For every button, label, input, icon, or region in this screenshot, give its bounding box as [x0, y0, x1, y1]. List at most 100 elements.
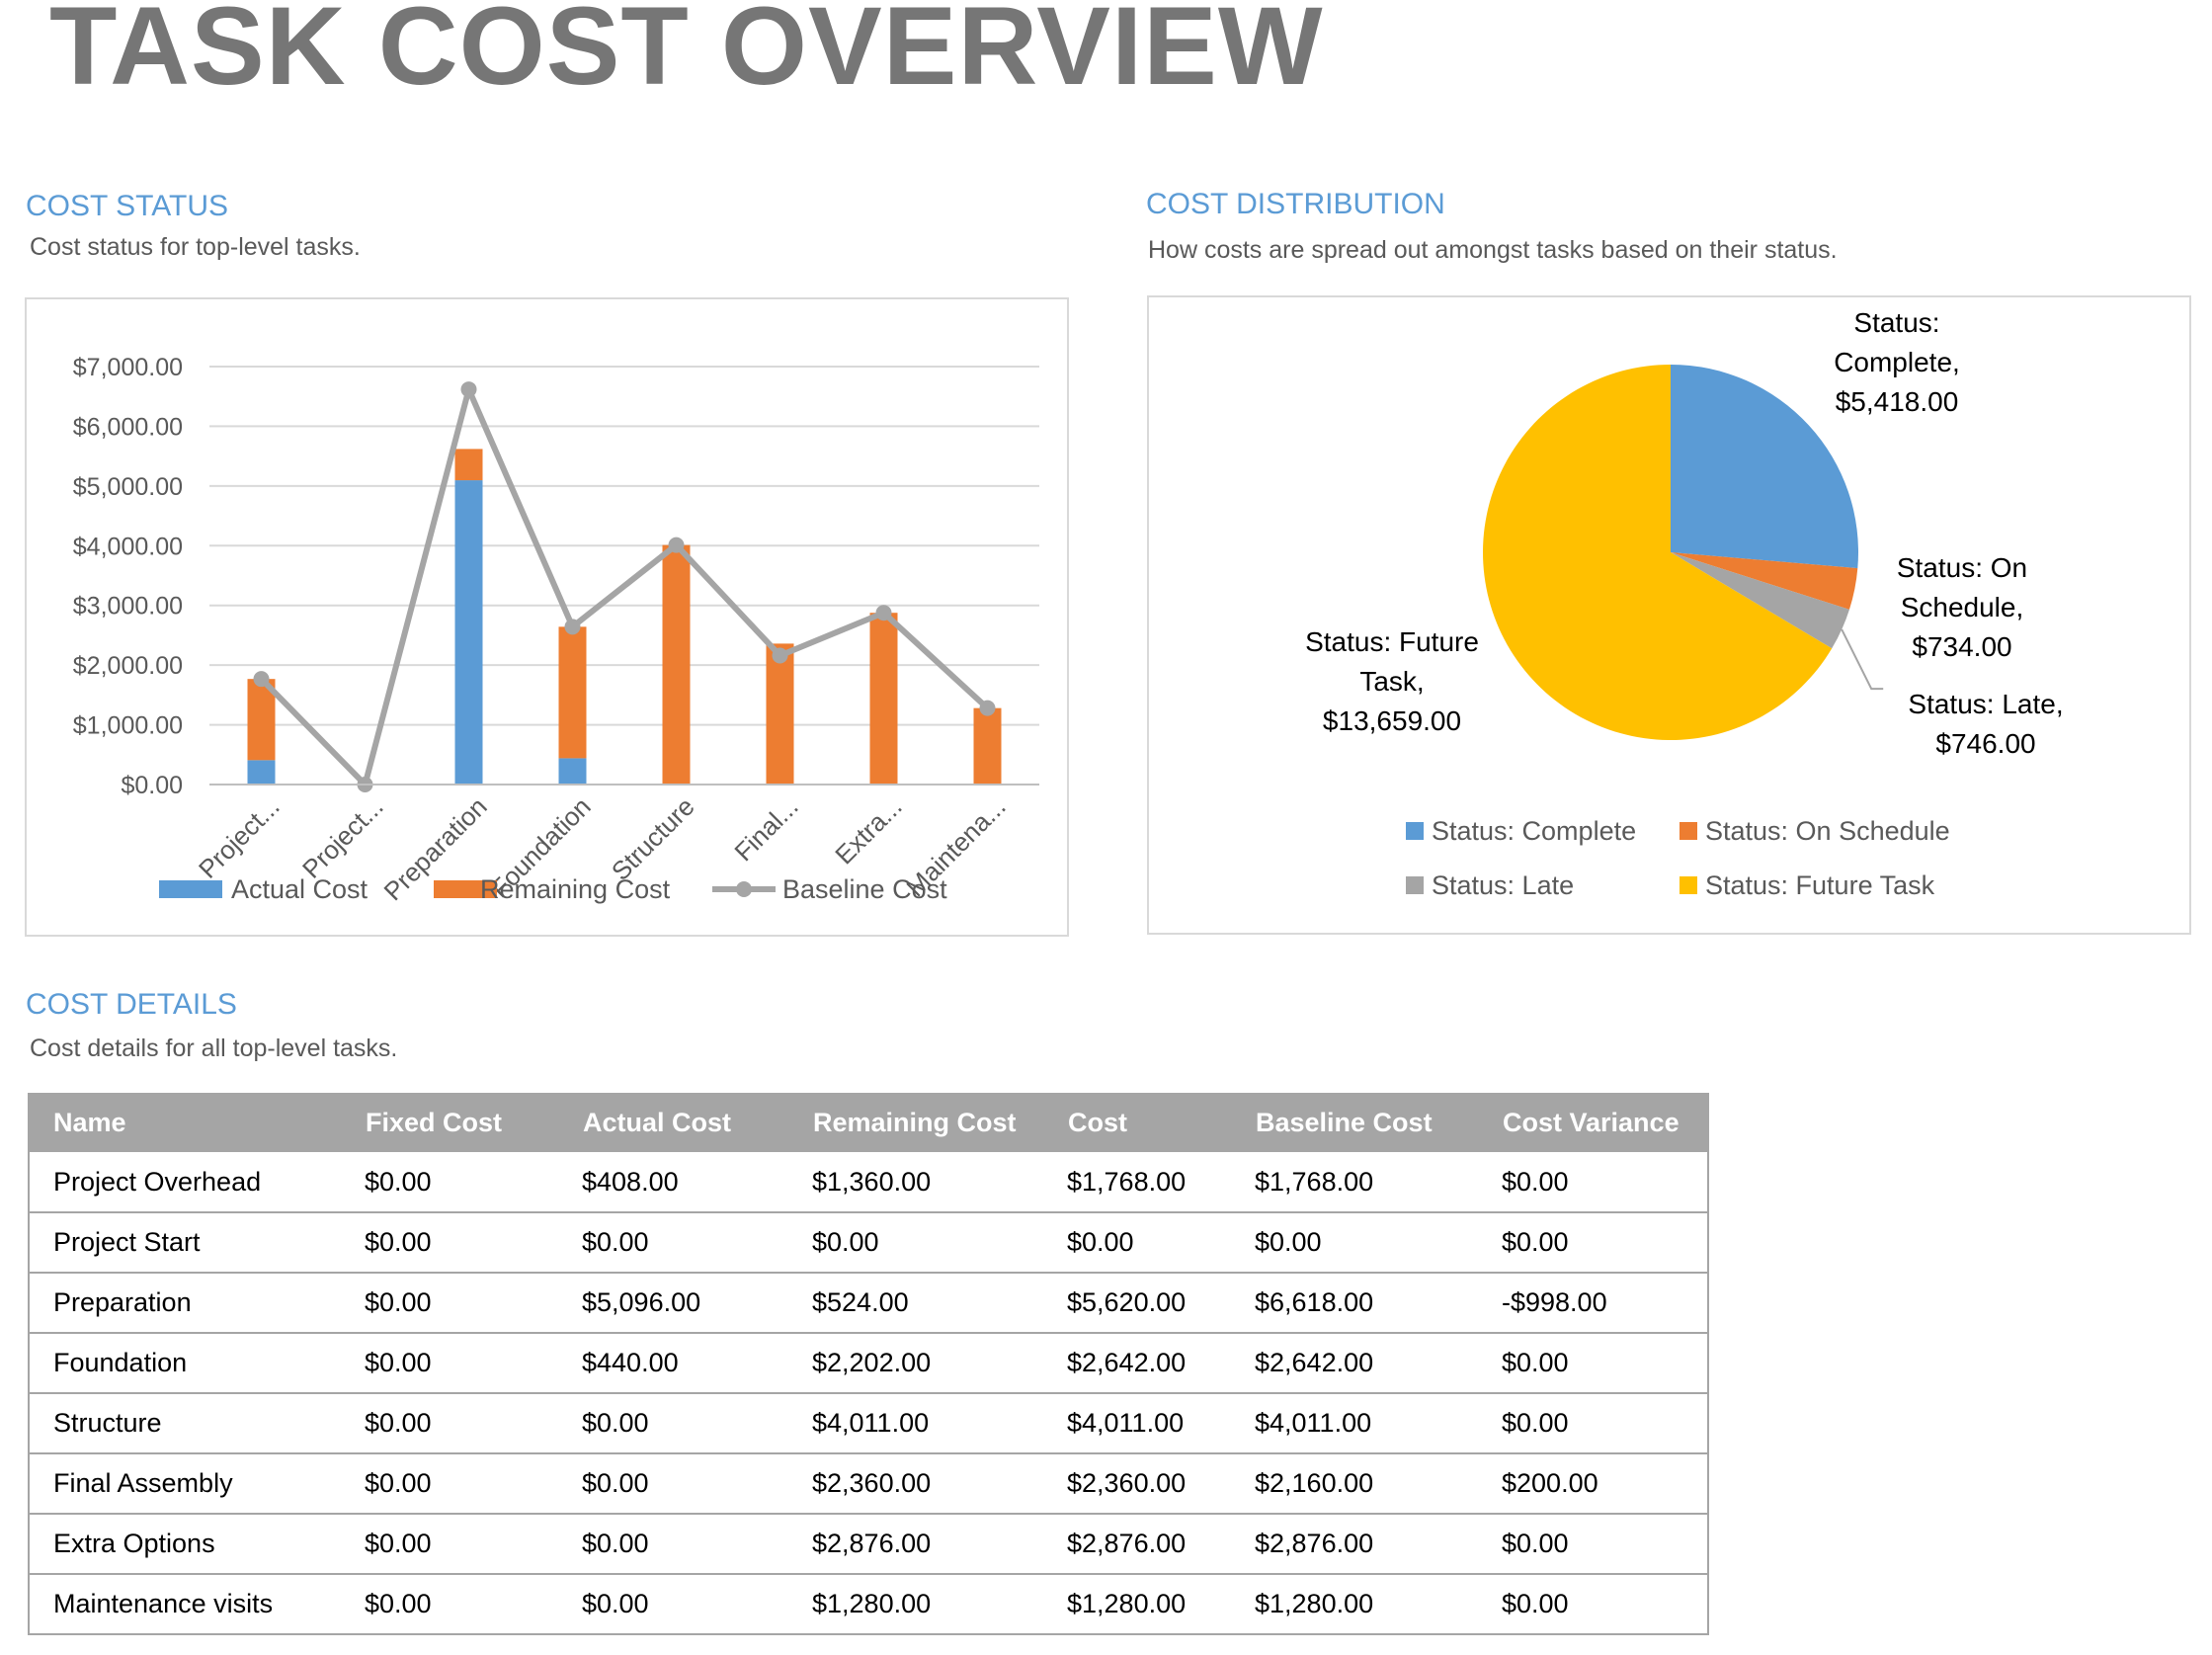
cost-distribution-chart: Status: Complete, $5,418.00 Status: On Sched… [1147, 295, 2191, 935]
bar-actual-cost [558, 758, 587, 785]
table-cell: Foundation [28, 1333, 341, 1394]
bar-remaining-cost [662, 544, 691, 785]
column-header-name: Name [28, 1093, 342, 1152]
legend-swatch [1679, 822, 1697, 840]
cost-details-table-wrap: Name Fixed Cost Actual Cost Remaining Co… [28, 1093, 1709, 1635]
pie-data-label: $734.00 [1912, 631, 2011, 662]
baseline-cost-point [979, 700, 996, 716]
legend-swatch [434, 880, 497, 898]
legend-label: Remaining Cost [480, 874, 671, 904]
pie-data-label: $746.00 [1935, 728, 2035, 759]
table-row: Maintenance visits $0.00 $0.00 $1,280.00 $1,… [28, 1574, 1709, 1635]
table-cell: $0.00 [558, 1393, 788, 1454]
table-cell: -$998.00 [1478, 1273, 1709, 1334]
table-row: Foundation $0.00 $440.00 $2,202.00 $2,642.00… [28, 1333, 1709, 1394]
table-cell: $0.00 [341, 1514, 558, 1575]
x-tick-label: Project... [296, 791, 389, 884]
baseline-cost-point [875, 605, 892, 621]
bar-remaining-cost [454, 449, 483, 481]
baseline-cost-line [259, 386, 990, 787]
table-cell: $0.00 [788, 1212, 1043, 1274]
table-cell: $2,642.00 [1231, 1333, 1478, 1394]
table-row: Structure $0.00 $0.00 $4,011.00 $4,011.00 $4,… [28, 1393, 1709, 1454]
x-tick-label: Structure [606, 791, 700, 886]
table-cell: $0.00 [1478, 1393, 1709, 1454]
table-cell: $4,011.00 [1043, 1393, 1231, 1454]
cost-status-title: COST STATUS [26, 190, 229, 222]
y-tick-label: $7,000.00 [73, 354, 183, 381]
legend-swatch [159, 880, 222, 898]
table-cell: $0.00 [1478, 1212, 1709, 1274]
bar-remaining-cost [766, 643, 794, 785]
bar-remaining-cost [869, 613, 898, 785]
table-row: Project Start $0.00 $0.00 $0.00 $0.00 $0.00 $0… [28, 1212, 1709, 1274]
table-cell: $1,280.00 [1231, 1574, 1478, 1635]
table-cell: Project Start [28, 1212, 341, 1274]
table-cell: $1,280.00 [788, 1574, 1043, 1635]
column-header-cost-variance: Cost Variance [1477, 1093, 1709, 1152]
table-cell: $0.00 [341, 1333, 558, 1394]
baseline-cost-point [564, 619, 581, 635]
legend-label: Status: Future Task [1705, 870, 1935, 900]
pie-slice-status-complete [1671, 365, 1858, 569]
column-header-remaining-cost: Remaining Cost [787, 1093, 1044, 1152]
column-header-cost: Cost [1042, 1093, 1232, 1152]
pie-data-label: Status: Late, [1908, 689, 2063, 719]
pie-data-label: $13,659.00 [1323, 705, 1461, 736]
table-row: Extra Options $0.00 $0.00 $2,876.00 $2,876.0… [28, 1514, 1709, 1575]
leader-line [1841, 628, 1884, 691]
legend-swatch [1406, 822, 1424, 840]
table-cell: $2,360.00 [1043, 1453, 1231, 1515]
legend-swatch [1406, 876, 1424, 894]
table-cell: $0.00 [1478, 1514, 1709, 1575]
table-cell: $1,768.00 [1043, 1152, 1231, 1213]
table-cell: $2,360.00 [788, 1453, 1043, 1515]
table-cell: $5,096.00 [558, 1273, 788, 1334]
table-cell: $0.00 [1478, 1333, 1709, 1394]
table-cell: $2,876.00 [1043, 1514, 1231, 1575]
table-cell: $4,011.00 [788, 1393, 1043, 1454]
y-tick-label: $4,000.00 [73, 533, 183, 560]
legend-label: Baseline Cost [782, 874, 947, 904]
y-tick-label: $1,000.00 [73, 712, 183, 740]
table-cell: $0.00 [1478, 1574, 1709, 1635]
table-cell: $0.00 [558, 1212, 788, 1274]
table-row: Preparation $0.00 $5,096.00 $524.00 $5,620.0… [28, 1273, 1709, 1334]
table-cell: $2,160.00 [1231, 1453, 1478, 1515]
cost-details-title: COST DETAILS [26, 988, 237, 1021]
table-cell: $524.00 [788, 1273, 1043, 1334]
legend-swatch [1679, 876, 1697, 894]
table-cell: $0.00 [1043, 1212, 1231, 1274]
x-tick-label: Final... [728, 791, 803, 867]
baseline-cost-point [460, 381, 477, 398]
table-cell: $0.00 [1478, 1152, 1709, 1213]
bar-remaining-cost [973, 707, 1002, 785]
table-cell: $0.00 [558, 1514, 788, 1575]
baseline-cost-point [668, 537, 685, 553]
table-cell: Structure [28, 1393, 341, 1454]
bar-actual-cost [454, 480, 483, 785]
bar-remaining-cost [558, 626, 587, 759]
table-cell: $0.00 [558, 1453, 788, 1515]
table-cell: $0.00 [341, 1393, 558, 1454]
x-tick-label: Project... [193, 791, 286, 884]
legend-label: Status: Late [1432, 870, 1574, 900]
y-tick-label: $3,000.00 [73, 593, 183, 621]
table-cell: Maintenance visits [28, 1574, 341, 1635]
table-cell: $1,360.00 [788, 1152, 1043, 1213]
table-cell: Final Assembly [28, 1453, 341, 1515]
table-cell: $0.00 [341, 1574, 558, 1635]
cost-status-chart-svg: $0.00 $1,000.00 $2,000.00 $3,000.00 $4,000.0… [73, 354, 1039, 906]
y-tick-label: $2,000.00 [73, 652, 183, 680]
table-cell: $0.00 [1231, 1212, 1478, 1274]
y-tick-label: $5,000.00 [73, 473, 183, 501]
table-cell: $0.00 [341, 1453, 558, 1515]
legend-label: Status: On Schedule [1705, 816, 1950, 846]
table-cell: $6,618.00 [1231, 1273, 1478, 1334]
pie-slice-status-late [1671, 552, 1849, 649]
table-cell: $440.00 [558, 1333, 788, 1394]
table-header-row: Name Fixed Cost Actual Cost Remaining Co… [28, 1093, 1709, 1152]
legend-label: Actual Cost [231, 874, 369, 904]
legend-marker [736, 881, 752, 897]
pie-data-label: Status: [1853, 307, 1939, 338]
